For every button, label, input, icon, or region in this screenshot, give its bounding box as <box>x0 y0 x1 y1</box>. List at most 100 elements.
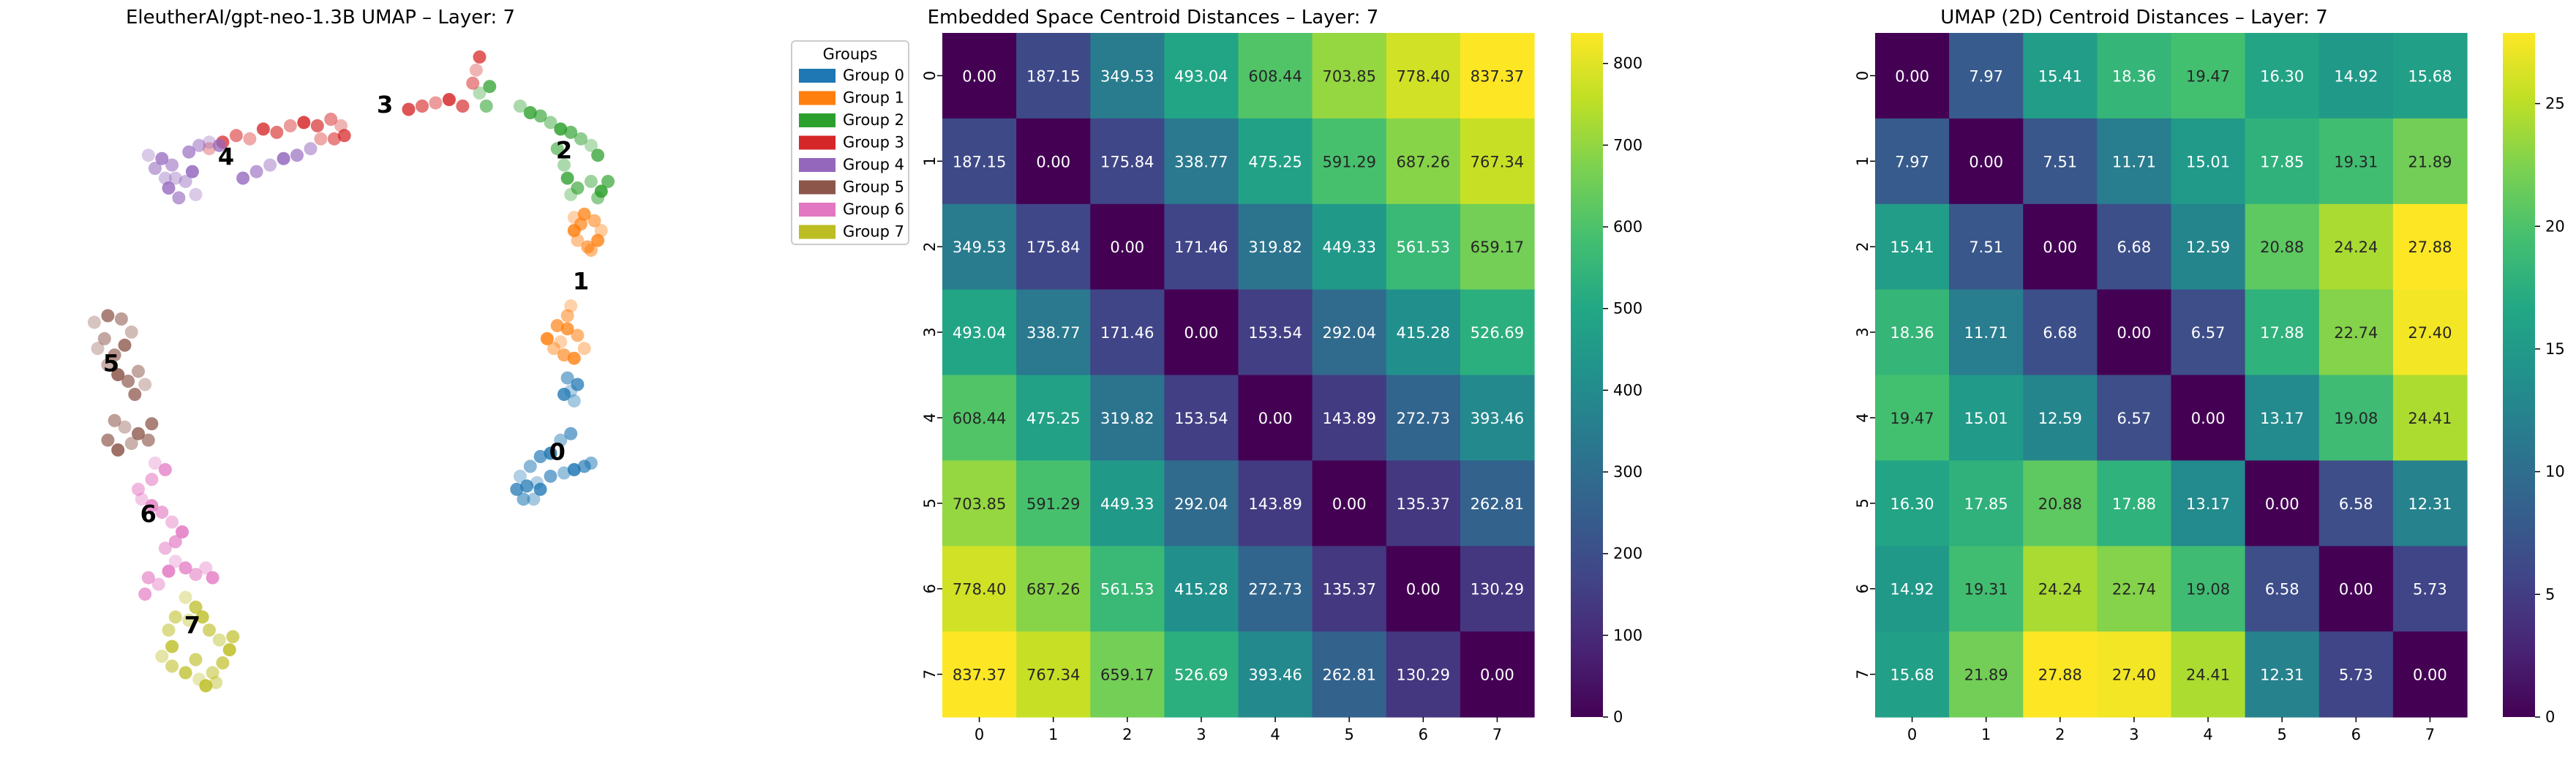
heatmap-cell <box>1238 118 1313 205</box>
colorbar-tick-label: 500 <box>1613 300 1642 318</box>
scatter-point <box>162 181 176 195</box>
heatmap-value: 11.71 <box>1964 324 2008 342</box>
scatter-point <box>540 331 554 345</box>
heatmap-cell <box>2245 33 2320 119</box>
legend-swatch <box>799 203 835 217</box>
heatmap-value: 16.30 <box>2260 67 2304 85</box>
y-tick-label: 6 <box>1854 584 1871 593</box>
colorbar-gradient <box>1571 33 1603 717</box>
heatmap-value: 143.89 <box>1322 410 1375 427</box>
heatmap-cell <box>1312 546 1387 632</box>
heatmap-value: 837.37 <box>953 667 1006 684</box>
heatmap-cell <box>1016 289 1091 376</box>
heatmap-cell <box>1090 203 1165 290</box>
heatmap-value: 262.81 <box>1471 495 1524 513</box>
heatmap-cell <box>2392 33 2468 119</box>
heatmap-cell <box>1460 118 1535 205</box>
heatmap-value: 659.17 <box>1471 239 1524 256</box>
embedded-heatmap-xticks: 0 1 2 3 4 5 6 7 <box>975 717 1502 743</box>
heatmap-value: 292.04 <box>1322 324 1375 342</box>
scatter-point <box>199 679 213 693</box>
heatmap-cell <box>1238 375 1313 461</box>
heatmap-cell <box>1164 631 1239 718</box>
cluster-label-0: 0 <box>549 438 566 466</box>
heatmap-value: 0.00 <box>1406 581 1441 598</box>
scatter-point <box>185 165 199 179</box>
heatmap-value: 130.29 <box>1471 581 1524 598</box>
heatmap-cell <box>1016 460 1091 547</box>
x-tick-label: 4 <box>1270 726 1280 743</box>
heatmap-cell <box>2097 203 2172 290</box>
scatter-point <box>138 588 152 601</box>
heatmap-value: 591.29 <box>1322 153 1375 170</box>
scatter-point <box>584 175 598 188</box>
heatmap-cell <box>1238 289 1313 376</box>
scatter-point <box>571 181 585 195</box>
heatmap-value: 22.74 <box>2334 324 2378 342</box>
heatmap-cell <box>2245 375 2320 461</box>
scatter-point <box>567 394 581 408</box>
heatmap-cell <box>1949 631 2024 718</box>
heatmap-value: 14.92 <box>2334 67 2378 85</box>
heatmap-value: 27.88 <box>2408 239 2452 256</box>
heatmap-value: 17.88 <box>2112 495 2156 513</box>
heatmap-value: 837.37 <box>1471 67 1524 85</box>
scatter-point <box>517 492 530 506</box>
heatmap-value: 449.33 <box>1100 495 1154 513</box>
scatter-point <box>162 623 176 637</box>
heatmap-cell <box>2392 289 2468 376</box>
x-tick-label: 2 <box>2055 726 2065 743</box>
heatmap-value: 475.25 <box>1026 410 1080 427</box>
scatter-point <box>222 643 236 657</box>
heatmap-value: 7.97 <box>1895 153 1929 170</box>
y-tick-label: 2 <box>1854 242 1871 252</box>
legend-entry: Group 6 <box>843 200 904 218</box>
scatter-point <box>168 610 182 624</box>
scatter-point <box>179 175 192 188</box>
embedded-heatmap-cells: 0.00 187.15 349.53 493.04 608.44 703.85 778.40… <box>942 33 1535 718</box>
x-tick-label: 3 <box>2129 726 2138 743</box>
heatmap-value: 24.41 <box>2408 410 2452 427</box>
heatmap-cell <box>1386 203 1461 290</box>
heatmap-value: 262.81 <box>1322 667 1375 684</box>
heatmap-cell <box>2392 460 2468 547</box>
heatmap-value: 171.46 <box>1174 239 1228 256</box>
heatmap-value: 24.24 <box>2334 239 2378 256</box>
heatmap-value: 767.34 <box>1026 667 1080 684</box>
series-group-4 <box>141 135 318 205</box>
scatter-point <box>87 315 101 329</box>
scatter-point <box>189 187 203 201</box>
x-tick-label: 0 <box>975 726 984 743</box>
heatmap-cell <box>2097 375 2172 461</box>
heatmap-value: 17.85 <box>2260 153 2304 170</box>
scatter-point <box>456 100 470 113</box>
legend-entries: Group 0 Group 1 Group 2 Group 3 Group 4 Group… <box>799 67 904 241</box>
embedded-heatmap-panel: Embedded Space Centroid Distances – Laye… <box>921 7 1642 743</box>
heatmap-value: 703.85 <box>953 495 1006 513</box>
heatmap-cell <box>1312 118 1387 205</box>
heatmap-value: 27.40 <box>2112 667 2156 684</box>
heatmap-cell <box>942 546 1017 632</box>
heatmap-cell <box>1949 546 2024 632</box>
heatmap-cell <box>1875 460 1950 547</box>
colorbar-tick-label: 300 <box>1613 463 1642 481</box>
umap-heatmap-title: UMAP (2D) Centroid Distances – Layer: 7 <box>1940 7 2328 29</box>
scatter-point <box>510 482 524 496</box>
heatmap-cell <box>942 203 1017 290</box>
colorbar-tick-label: 0 <box>2545 708 2555 726</box>
scatter-point <box>554 433 568 447</box>
heatmap-value: 6.68 <box>2043 324 2077 342</box>
heatmap-cell <box>1875 546 1950 632</box>
heatmap-cell <box>2392 203 2468 290</box>
heatmap-cell <box>2097 289 2172 376</box>
legend-swatch <box>799 135 835 150</box>
heatmap-value: 171.46 <box>1100 324 1154 342</box>
y-tick-label: 5 <box>921 498 939 508</box>
heatmap-value: 526.69 <box>1471 324 1524 342</box>
heatmap-cell <box>2392 546 2468 632</box>
scatter-point <box>584 457 598 470</box>
scatter-point <box>145 499 159 513</box>
heatmap-value: 14.92 <box>1890 581 1934 598</box>
